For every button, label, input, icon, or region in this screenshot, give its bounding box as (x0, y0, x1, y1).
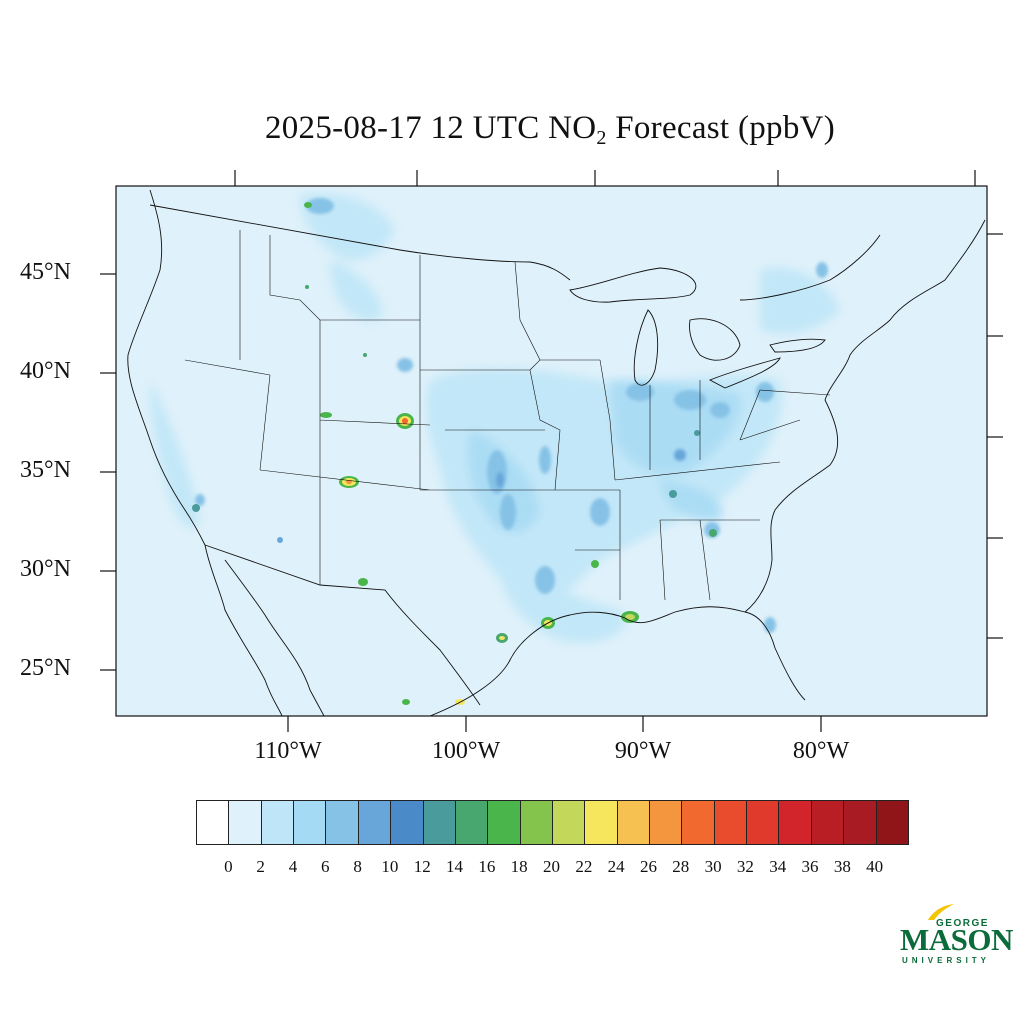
lat-label-35n: 35°N (20, 457, 71, 483)
map-frame (115, 185, 988, 717)
colorbar-tick-label: 16 (478, 857, 496, 876)
great-lakes-huron (689, 318, 741, 361)
colorbar-tick-label: 32 (736, 857, 754, 876)
lat-label-45n: 45°N (20, 259, 71, 285)
lon-label-90w: 90°W (614, 738, 672, 764)
colorbar-tick-label: 12 (413, 857, 431, 876)
map-plot (100, 170, 1003, 732)
colorbar-tick-label: 10 (381, 857, 399, 876)
great-lakes-superior (569, 267, 697, 303)
colorbar-swatch (585, 801, 618, 844)
gulf-coast (429, 606, 806, 716)
colorbar-swatch (682, 801, 715, 844)
lon-label-110w: 110°W (254, 738, 322, 764)
great-lakes-erie (708, 357, 781, 389)
colorbar-tick-label: 28 (672, 857, 690, 876)
lat-label-25n: 25°N (20, 655, 71, 681)
colorbar-tick-label: 30 (704, 857, 722, 876)
great-lakes-michigan (633, 309, 659, 386)
colorbar-tick-label: 8 (353, 857, 362, 876)
colorbar-tick-label: 22 (575, 857, 593, 876)
swoosh-icon (928, 904, 954, 920)
colorbar-tick-label: 24 (607, 857, 625, 876)
colorbar-swatch (747, 801, 780, 844)
colorbar-swatch (650, 801, 683, 844)
colorbar-swatch (197, 801, 230, 844)
colorbar-swatch (552, 801, 586, 844)
great-lakes-ontario (769, 338, 826, 353)
us-canada-border (149, 204, 571, 281)
gmu-logo: GEORGE MASON UNIVERSITY (896, 900, 1013, 970)
title-subscript: 2 (596, 127, 607, 149)
colorbar-swatch (714, 801, 748, 844)
colorbar-tick-label: 2 (256, 857, 265, 876)
us-canada-border-east (739, 234, 881, 301)
frame-ticks (100, 170, 1003, 732)
baja-gulf (224, 559, 325, 716)
logo-george: GEORGE (936, 918, 989, 929)
title-suffix: Forecast (ppbV) (606, 110, 836, 146)
logo-mason: MASON (900, 922, 1013, 957)
boundaries (127, 189, 986, 716)
us-mexico-border (204, 544, 481, 706)
colorbar-swatch (294, 801, 327, 844)
lat-label-40n: 40°N (20, 358, 71, 384)
no2-hotspots (192, 202, 717, 705)
colorbar-tick-label: 38 (833, 857, 851, 876)
colorbar-tick-label: 26 (639, 857, 657, 876)
lon-label-100w: 100°W (431, 738, 501, 764)
lon-label-80w: 80°W (792, 738, 850, 764)
colorbar-tick-label: 18 (510, 857, 528, 876)
colorbar-swatch (811, 801, 845, 844)
colorbar-tick-label: 34 (769, 857, 787, 876)
colorbar-swatch (358, 801, 392, 844)
west-coast (127, 189, 283, 716)
florida (744, 509, 776, 613)
logo-university: UNIVERSITY (902, 956, 991, 965)
colorbar-swatch (423, 801, 456, 844)
colorbar-swatch (391, 801, 424, 844)
lat-label-30n: 30°N (20, 556, 71, 582)
colorbar-swatch (261, 801, 295, 844)
colorbar (196, 800, 909, 845)
title-prefix: 2025-08-17 12 UTC NO (264, 110, 597, 146)
east-coast (774, 219, 986, 511)
colorbar-tick-label: 14 (446, 857, 464, 876)
colorbar-tick-label: 0 (224, 857, 233, 876)
colorbar-tick-label: 40 (866, 857, 884, 876)
colorbar-tick-label: 36 (801, 857, 819, 876)
colorbar-swatch (488, 801, 521, 844)
colorbar-swatch (617, 801, 651, 844)
colorbar-swatch (520, 801, 553, 844)
colorbar-swatch (779, 801, 812, 844)
no2-field-moderate (195, 198, 828, 633)
colorbar-swatch (876, 801, 908, 844)
figure-title: 2025-08-17 12 UTC NO2 Forecast (ppbV) (0, 110, 1024, 150)
colorbar-tick-label: 20 (543, 857, 560, 876)
colorbar-swatch (844, 801, 877, 844)
state-lines (184, 230, 831, 601)
colorbar-swatch (229, 801, 262, 844)
colorbar-tick-label: 4 (288, 857, 298, 876)
colorbar-swatch (326, 801, 359, 844)
colorbar-swatch (455, 801, 489, 844)
colorbar-tick-label: 6 (321, 857, 330, 876)
